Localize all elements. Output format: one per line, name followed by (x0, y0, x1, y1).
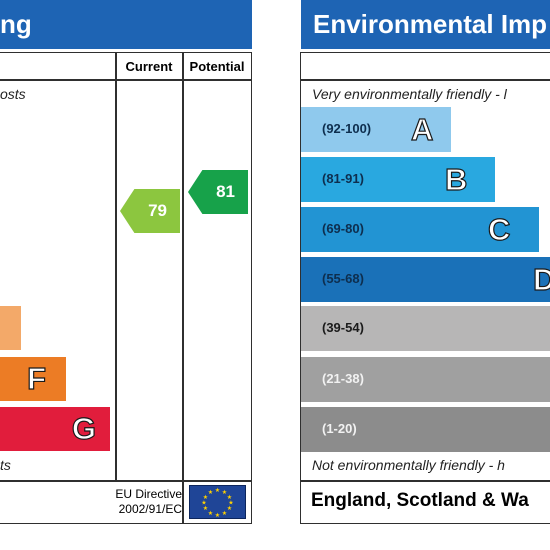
energy-bottom-note: ts (0, 457, 11, 473)
energy-panel-header: ng (0, 0, 252, 49)
energy-header-divider (0, 79, 252, 81)
energy-footer-divider (0, 480, 252, 482)
svg-text:★: ★ (227, 505, 232, 512)
potential-rating-value: 81 (216, 182, 235, 201)
svg-text:★: ★ (215, 487, 220, 494)
environment-band-f-range: (21-38) (322, 371, 364, 386)
energy-band-f: F (0, 357, 66, 401)
environment-band-c: (69-80) C (301, 207, 539, 252)
energy-band-e (0, 306, 21, 350)
eu-directive-line1: EU Directive (115, 487, 182, 501)
energy-top-note: osts (0, 86, 26, 102)
environment-band-c-letter: C (487, 211, 511, 247)
environment-band-f: (21-38) (301, 357, 550, 402)
eu-flag-icon: ★ ★ ★ ★ ★ ★ ★ ★ ★ ★ ★ ★ (189, 485, 246, 519)
environment-band-d: (55-68) D (301, 257, 550, 302)
current-column-header: Current (125, 59, 173, 74)
energy-band-f-letter: F (26, 360, 46, 396)
energy-band-g: G (0, 407, 110, 451)
svg-text:★: ★ (203, 505, 208, 512)
svg-text:★: ★ (208, 489, 213, 496)
environment-band-a-letter: A (410, 111, 434, 147)
environment-top-note: Very environmentally friendly - l (312, 86, 507, 102)
environment-band-e: (39-54) (301, 306, 550, 351)
eu-directive-line2: 2002/91/EC (118, 502, 182, 516)
energy-panel-frame (0, 52, 252, 524)
svg-text:★: ★ (222, 510, 227, 517)
environment-band-d-range: (55-68) (322, 271, 364, 286)
environment-footer-divider (301, 480, 550, 482)
svg-text:★: ★ (222, 489, 227, 496)
svg-text:★: ★ (215, 512, 220, 518)
eu-directive-label: EU Directive 2002/91/EC (96, 487, 182, 517)
svg-text:★: ★ (208, 510, 213, 517)
potential-rating-arrow: 81 (188, 170, 248, 214)
environment-bottom-note: Not environmentally friendly - h (312, 457, 505, 473)
environment-band-b: (81-91) B (301, 157, 495, 202)
environment-band-a-range: (92-100) (322, 121, 372, 136)
environment-band-c-range: (69-80) (322, 221, 364, 236)
environment-panel-frame (300, 52, 550, 524)
potential-column-divider (182, 52, 184, 524)
environment-band-b-letter: B (444, 161, 468, 197)
environment-band-b-range: (81-91) (322, 171, 364, 186)
environment-panel-header: Environmental Imp (301, 0, 550, 49)
energy-panel-title: ng (0, 9, 32, 39)
environment-band-g: (1-20) (301, 407, 550, 452)
svg-text:★: ★ (203, 494, 208, 501)
current-rating-arrow: 79 (120, 189, 180, 233)
potential-column-header: Potential (189, 59, 245, 74)
current-rating-value: 79 (148, 201, 167, 220)
environment-panel-title: Environmental Imp (313, 9, 548, 39)
svg-text:★: ★ (201, 500, 206, 507)
environment-band-g-range: (1-20) (322, 421, 357, 436)
environment-header-divider (301, 79, 550, 81)
energy-band-g-letter: G (71, 410, 96, 446)
svg-text:★: ★ (228, 500, 233, 507)
environment-band-a: (92-100) A (301, 107, 451, 152)
svg-text:★: ★ (227, 494, 232, 501)
current-column-divider (115, 52, 117, 481)
environment-band-e-range: (39-54) (322, 320, 364, 335)
environment-band-d-letter: D (532, 261, 550, 297)
environment-footer-region: England, Scotland & Wa (311, 490, 529, 511)
